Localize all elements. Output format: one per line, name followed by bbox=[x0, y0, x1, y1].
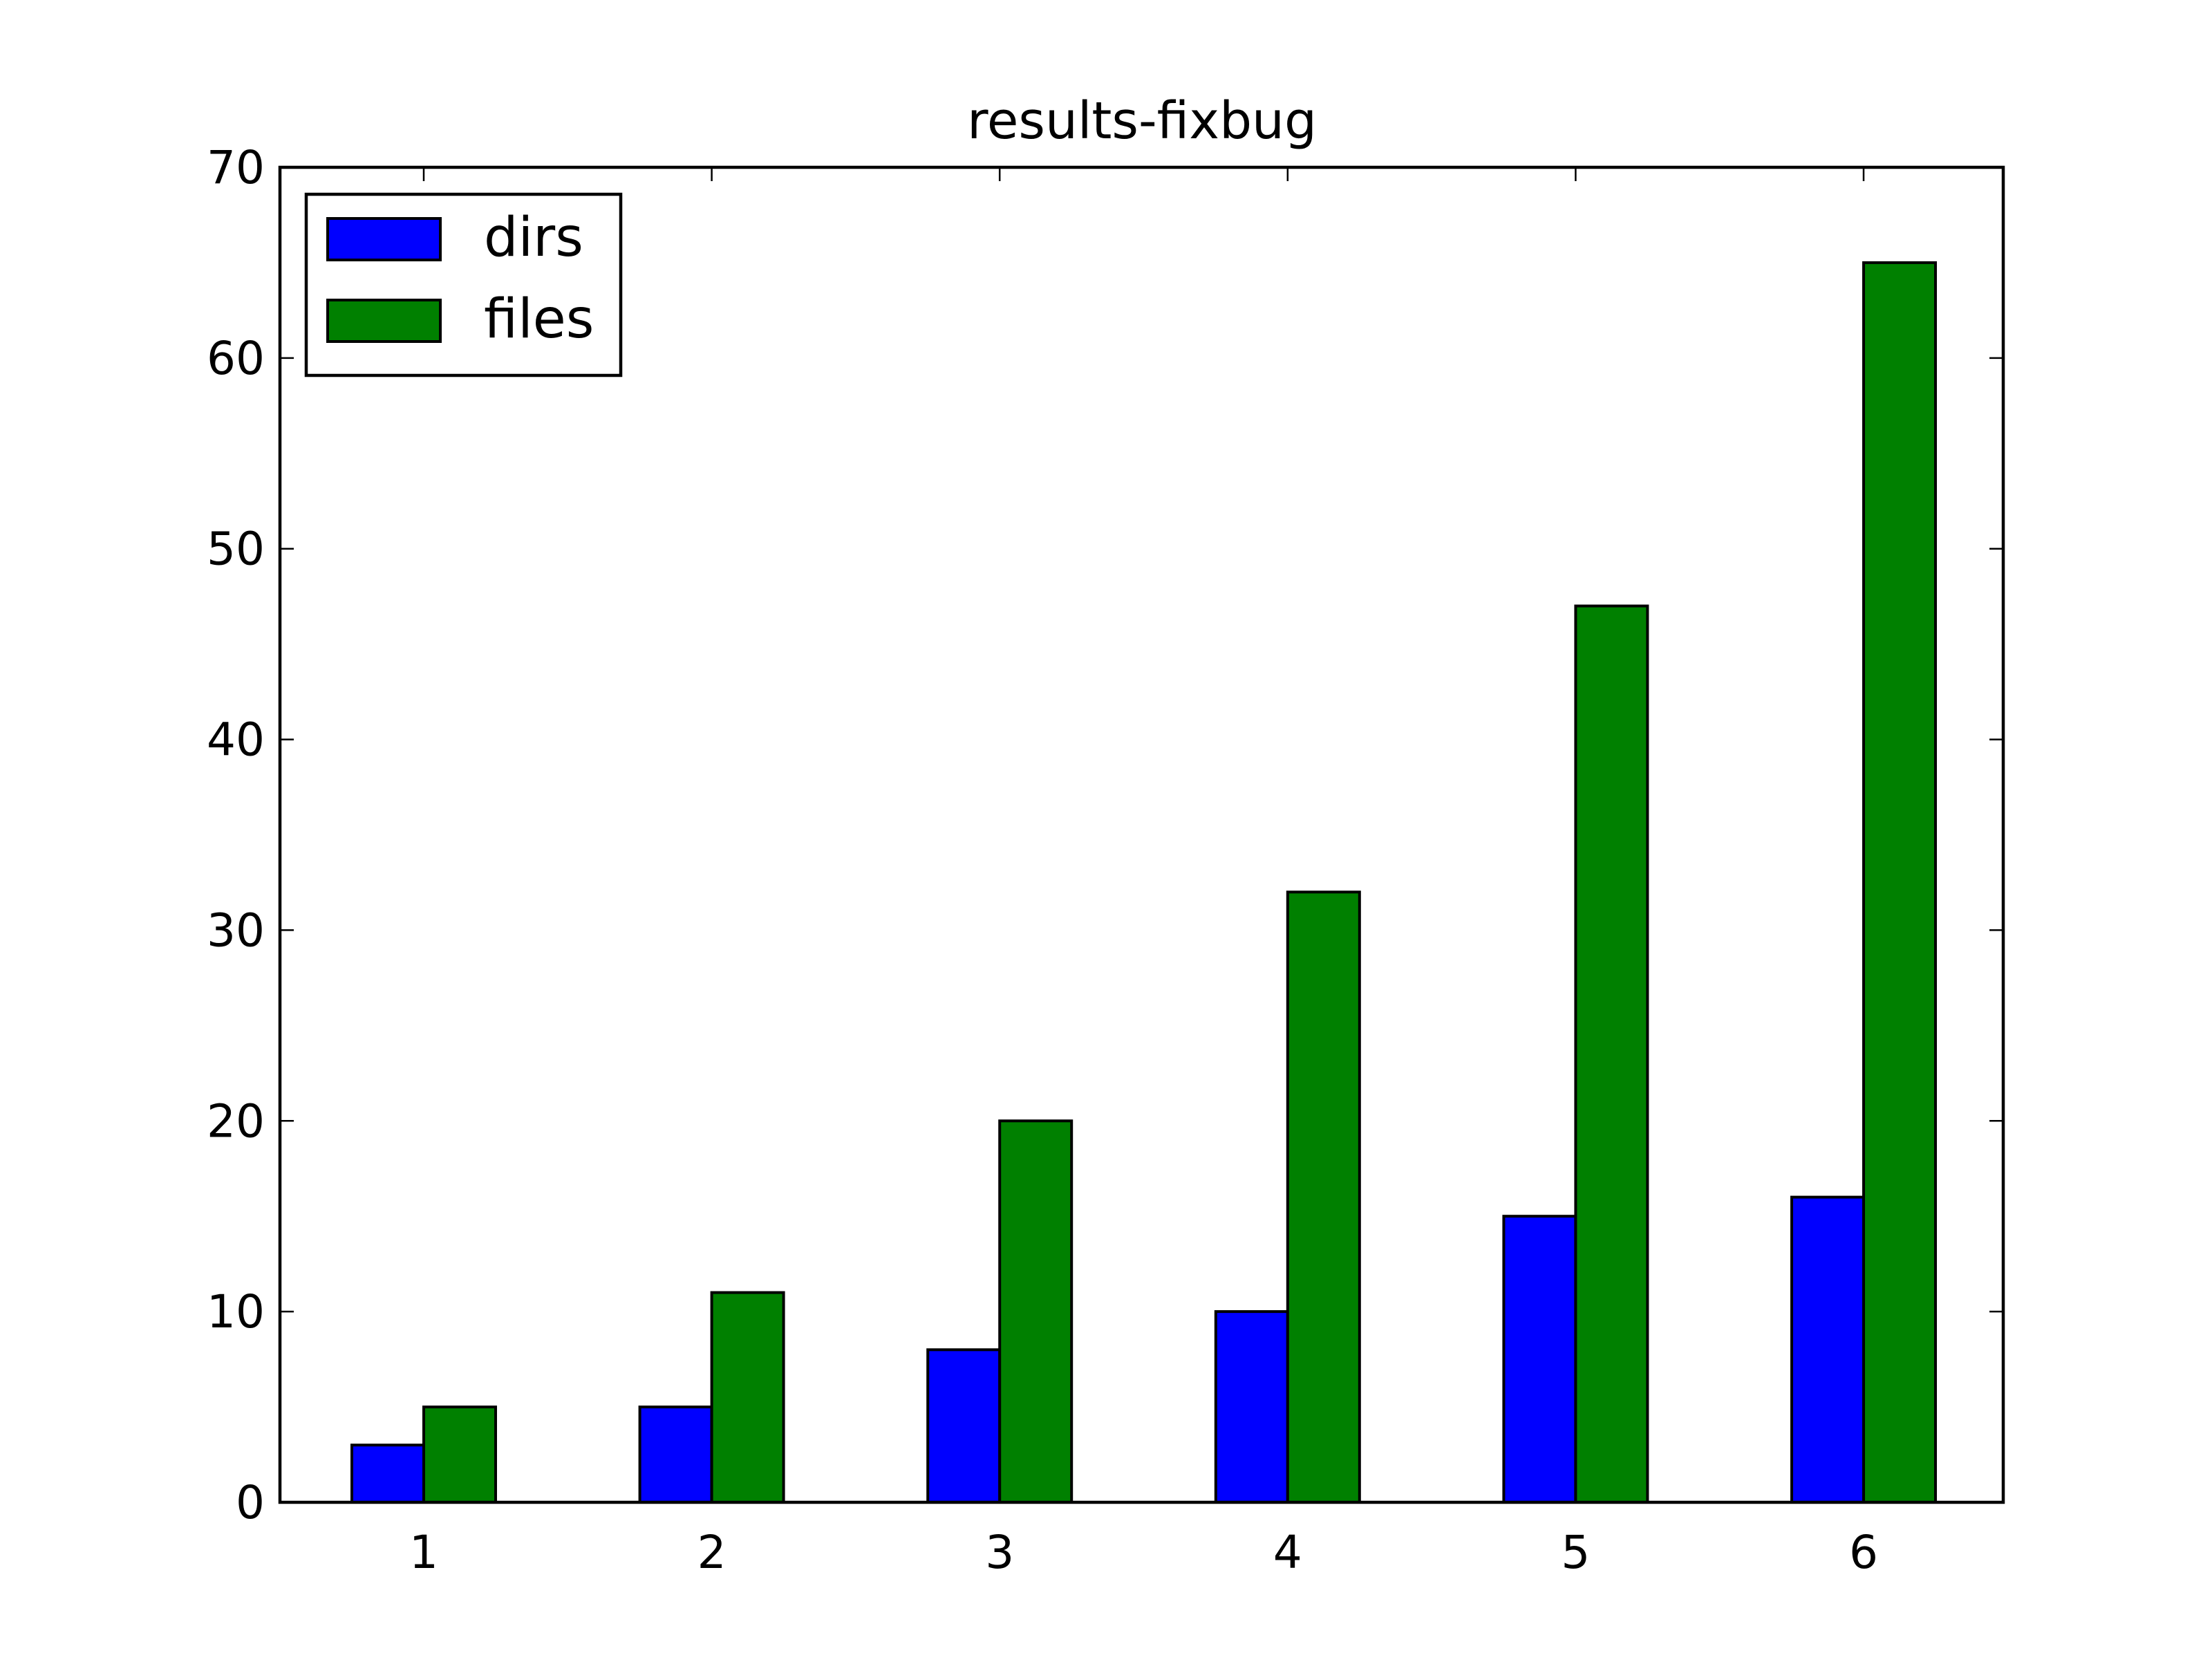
plot-area-frame bbox=[278, 165, 2005, 1504]
bar-files-5 bbox=[1574, 604, 1649, 1504]
x-tick-label-3: 3 bbox=[985, 1526, 1014, 1579]
bar-dirs-3 bbox=[926, 1348, 1002, 1504]
bar-files-3 bbox=[998, 1119, 1074, 1504]
bar-dirs-6 bbox=[1790, 1195, 1865, 1504]
bars-layer bbox=[350, 261, 1937, 1504]
y-tick-label-70: 70 bbox=[207, 141, 265, 194]
legend: dirs files bbox=[304, 192, 623, 377]
y-tick-label-10: 10 bbox=[207, 1285, 265, 1338]
x-tick-label-4: 4 bbox=[1273, 1526, 1302, 1579]
y-tick-label-20: 20 bbox=[207, 1094, 265, 1148]
x-tick-label-6: 6 bbox=[1849, 1526, 1878, 1579]
x-tick-label-2: 2 bbox=[697, 1526, 727, 1579]
x-tick-label-1: 1 bbox=[409, 1526, 438, 1579]
legend-swatch-files bbox=[326, 299, 442, 343]
bar-dirs-4 bbox=[1214, 1310, 1289, 1504]
chart-title: results-fixbug bbox=[967, 91, 1317, 151]
y-tick-label-0: 0 bbox=[236, 1476, 265, 1529]
bar-files-1 bbox=[422, 1406, 497, 1504]
y-tick-label-40: 40 bbox=[207, 713, 265, 767]
y-tick-label-60: 60 bbox=[207, 332, 265, 385]
x-tick-label-5: 5 bbox=[1561, 1526, 1590, 1579]
legend-swatch-dirs bbox=[326, 217, 442, 261]
bar-files-6 bbox=[1862, 261, 1937, 1504]
bar-files-4 bbox=[1286, 890, 1361, 1504]
bar-dirs-5 bbox=[1502, 1215, 1577, 1504]
y-tick-label-30: 30 bbox=[207, 904, 265, 957]
bar-dirs-2 bbox=[638, 1406, 713, 1504]
bar-dirs-1 bbox=[350, 1444, 425, 1504]
legend-label-dirs: dirs bbox=[484, 207, 583, 269]
y-tick-label-50: 50 bbox=[207, 523, 265, 576]
legend-label-files: files bbox=[484, 288, 594, 351]
bar-files-2 bbox=[710, 1291, 785, 1504]
